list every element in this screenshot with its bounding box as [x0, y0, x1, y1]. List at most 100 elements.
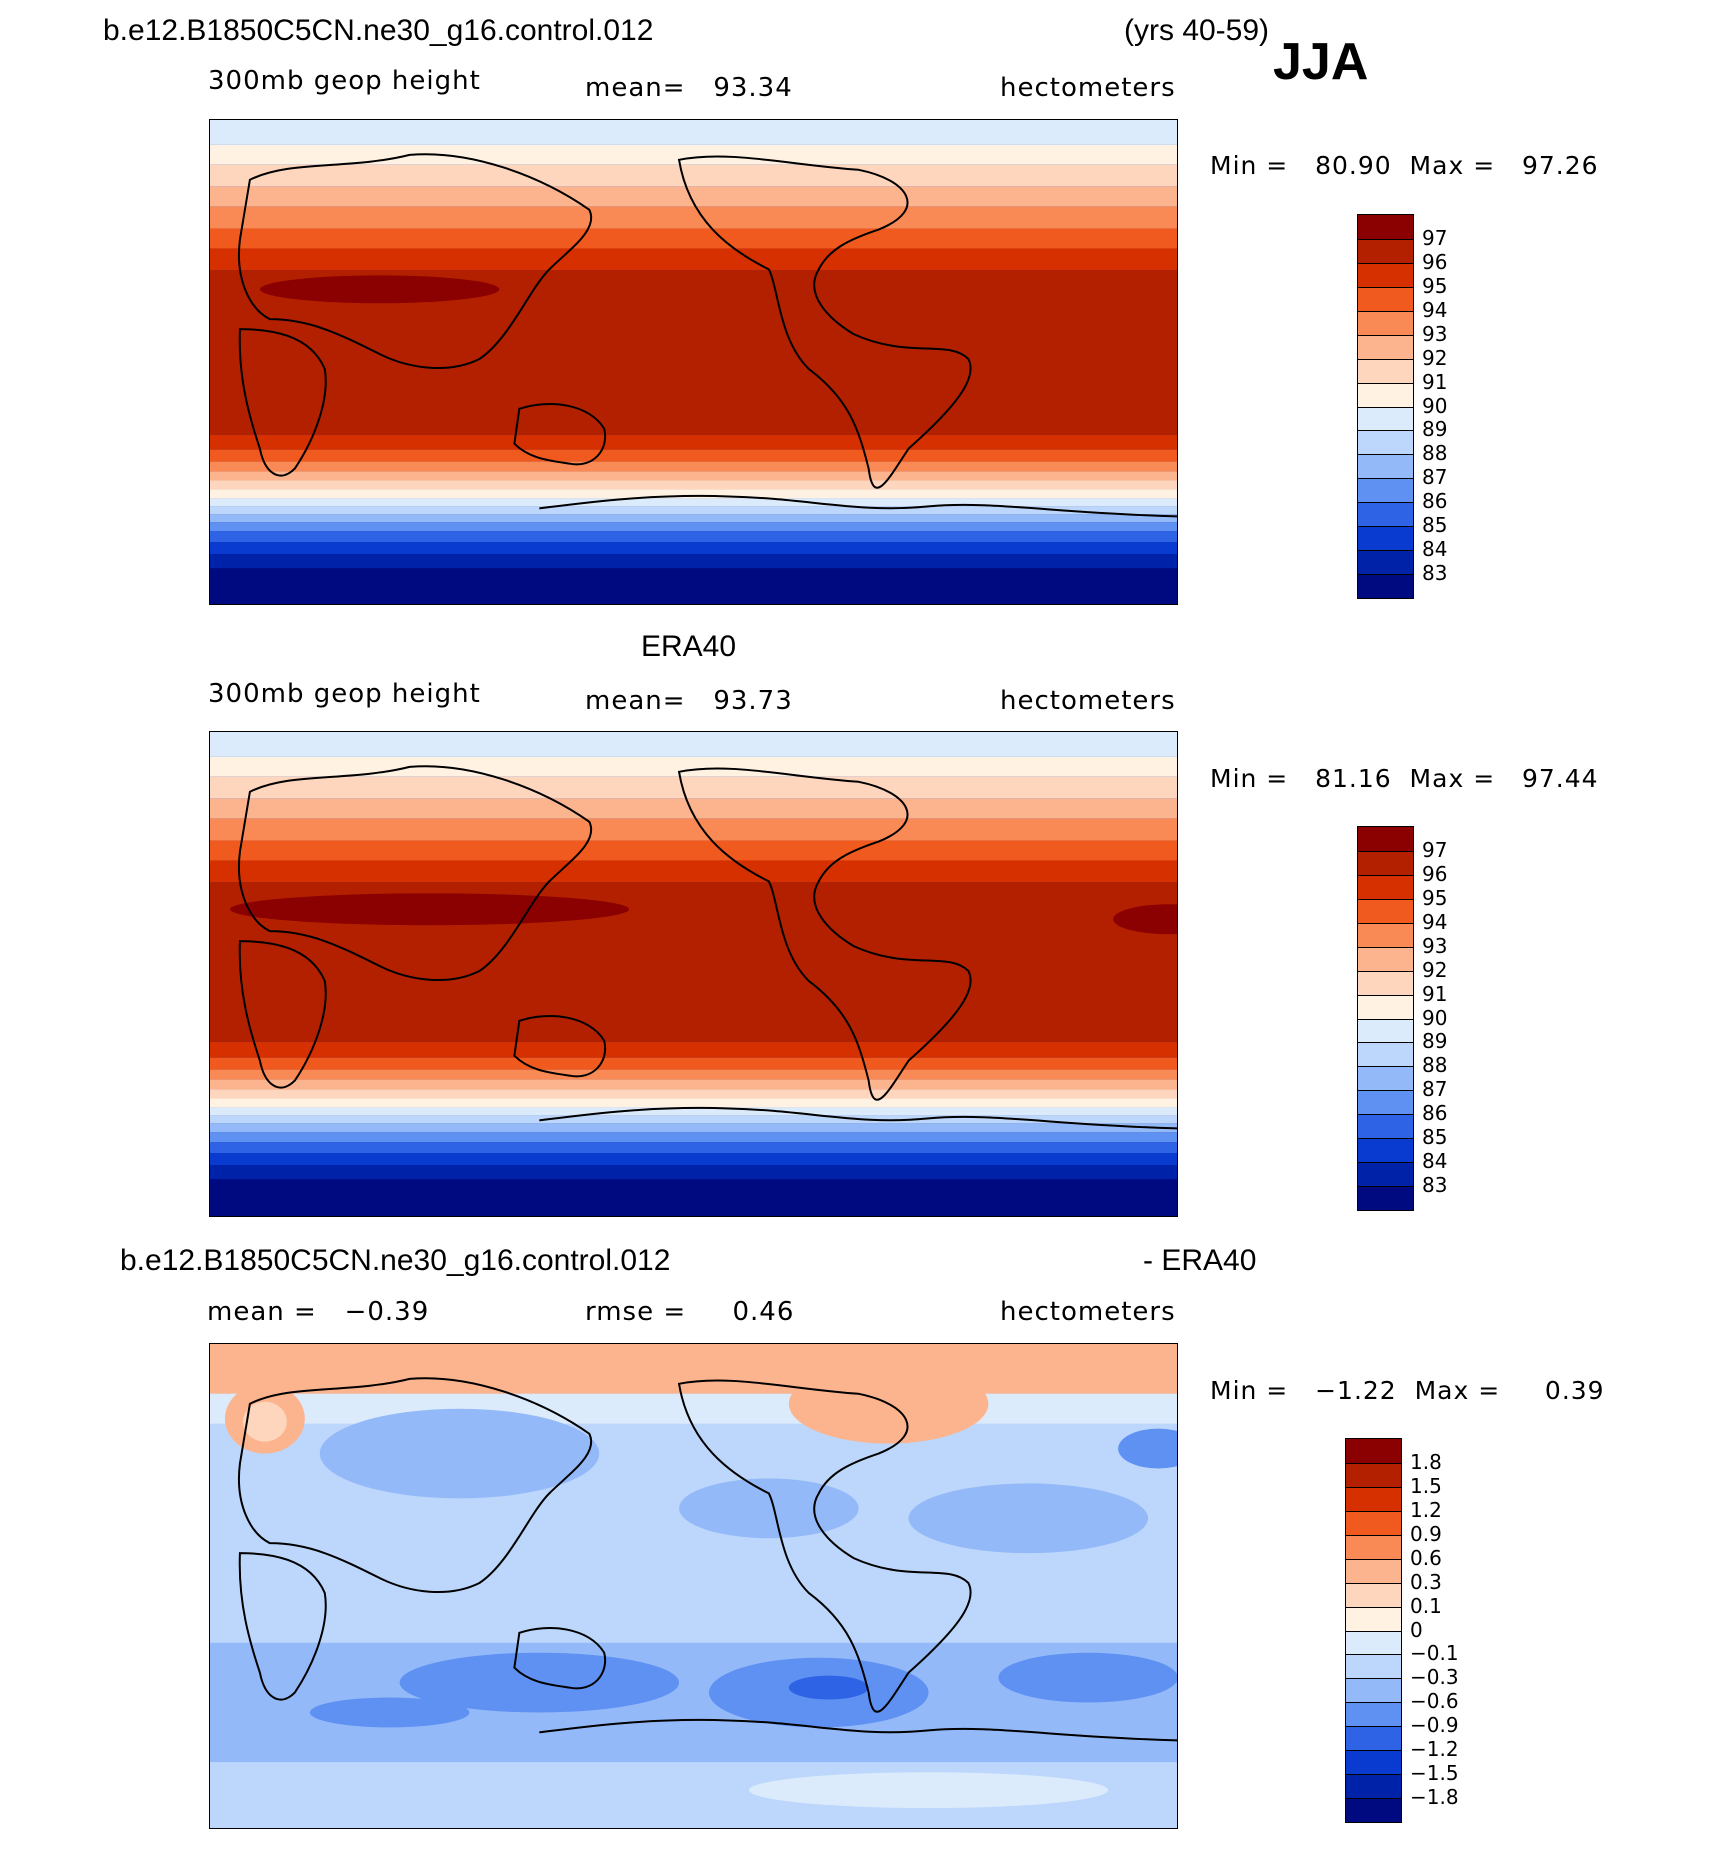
colorbar-swatch: [1346, 1534, 1401, 1559]
season-label: JJA: [1273, 33, 1369, 91]
colorbar-label: −0.9: [1410, 1713, 1459, 1738]
colorbar-label: 92: [1422, 345, 1448, 370]
colorbar-swatch: [1358, 1066, 1413, 1091]
colorbar-label: 84: [1422, 1149, 1448, 1174]
panel3-rmse: rmse = 0.46: [585, 1297, 795, 1327]
colorbar-label: 96: [1422, 861, 1448, 886]
colorbar-label: −0.3: [1410, 1665, 1459, 1690]
colorbar-swatch: [1358, 1018, 1413, 1043]
colorbar-swatch: [1358, 238, 1413, 263]
colorbar-swatch: [1358, 970, 1413, 995]
case-name: b.e12.B1850C5CN.ne30_g16.control.012: [103, 14, 654, 47]
panel1-variable: 300mb geop height: [208, 66, 481, 96]
panel2-title: ERA40: [641, 630, 737, 663]
colorbar-swatch: [1358, 215, 1413, 239]
colorbar-swatch: [1346, 1510, 1401, 1535]
colorbar-label: 91: [1422, 369, 1448, 394]
colorbar-swatch: [1346, 1439, 1401, 1463]
colorbar-swatch: [1346, 1774, 1401, 1799]
colorbar-swatch: [1358, 827, 1413, 851]
colorbar-label: −0.1: [1410, 1641, 1459, 1666]
colorbar-swatch: [1358, 478, 1413, 503]
colorbar-label: 89: [1422, 1029, 1448, 1054]
colorbar-swatch: [1346, 1702, 1401, 1727]
panel3-minmax: Min = −1.22 Max = 0.39: [1210, 1376, 1605, 1405]
panel2-field: [210, 732, 1177, 1216]
colorbar-swatch: [1358, 406, 1413, 431]
colorbar-swatch: [1358, 898, 1413, 923]
panel1-field: [210, 120, 1177, 604]
colorbar-swatch: [1346, 1486, 1401, 1511]
colorbar-swatch: [1346, 1726, 1401, 1751]
panel2-colorbar: [1357, 826, 1414, 1211]
colorbar-label: 92: [1422, 957, 1448, 982]
colorbar-swatch: [1358, 262, 1413, 287]
panel2-mean: mean= 93.73: [585, 686, 793, 716]
colorbar-label: 94: [1422, 909, 1448, 934]
panel1-minmax: Min = 80.90 Max = 97.26: [1210, 151, 1599, 180]
panel2-minmax: Min = 81.16 Max = 97.44: [1210, 764, 1599, 793]
panel3-field: [210, 1344, 1177, 1828]
colorbar-label: 85: [1422, 513, 1448, 538]
colorbar-label: −1.5: [1410, 1761, 1459, 1786]
colorbar-swatch: [1346, 1750, 1401, 1775]
colorbar-swatch: [1358, 1114, 1413, 1139]
colorbar-label: 1.2: [1410, 1497, 1442, 1522]
panel1-map: [209, 119, 1178, 605]
panel3-mean: mean = −0.39: [207, 1297, 430, 1327]
colorbar-swatch: [1346, 1678, 1401, 1703]
colorbar-label: 97: [1422, 837, 1448, 862]
colorbar-label: 93: [1422, 933, 1448, 958]
panel1-units: hectometers: [1000, 73, 1176, 103]
colorbar-label: 0.3: [1410, 1569, 1442, 1594]
colorbar-label: 1.8: [1410, 1449, 1442, 1474]
colorbar-swatch: [1358, 1042, 1413, 1067]
colorbar-label: 85: [1422, 1125, 1448, 1150]
colorbar-swatch: [1358, 526, 1413, 551]
colorbar-swatch: [1358, 358, 1413, 383]
colorbar-swatch: [1358, 574, 1413, 598]
colorbar-swatch: [1346, 1654, 1401, 1679]
colorbar-label: −1.2: [1410, 1737, 1459, 1762]
colorbar-swatch: [1358, 922, 1413, 947]
colorbar-label: 87: [1422, 465, 1448, 490]
colorbar-swatch: [1358, 874, 1413, 899]
colorbar-label: 86: [1422, 489, 1448, 514]
colorbar-swatch: [1358, 502, 1413, 527]
colorbar-label: 90: [1422, 393, 1448, 418]
colorbar-label: 90: [1422, 1005, 1448, 1030]
colorbar-swatch: [1358, 310, 1413, 335]
colorbar-label: 83: [1422, 1173, 1448, 1198]
panel2-map: [209, 731, 1178, 1217]
colorbar-label: 84: [1422, 537, 1448, 562]
panel3-title-right: - ERA40: [1143, 1244, 1257, 1277]
panel3-map: [209, 1343, 1178, 1829]
colorbar-label: 93: [1422, 321, 1448, 346]
colorbar-swatch: [1346, 1630, 1401, 1655]
colorbar-label: 0: [1410, 1617, 1423, 1642]
colorbar-swatch: [1346, 1606, 1401, 1631]
colorbar-label: 88: [1422, 1053, 1448, 1078]
colorbar-swatch: [1358, 286, 1413, 311]
colorbar-swatch: [1358, 430, 1413, 455]
panel3-units: hectometers: [1000, 1297, 1176, 1327]
colorbar-label: 83: [1422, 561, 1448, 586]
panel2-units: hectometers: [1000, 686, 1176, 716]
colorbar-swatch: [1358, 994, 1413, 1019]
colorbar-label: 91: [1422, 981, 1448, 1006]
colorbar-label: 97: [1422, 225, 1448, 250]
colorbar-label: 86: [1422, 1101, 1448, 1126]
panel1-colorbar: [1357, 214, 1414, 599]
colorbar-label: 1.5: [1410, 1473, 1442, 1498]
colorbar-swatch: [1358, 946, 1413, 971]
colorbar-label: −0.6: [1410, 1689, 1459, 1714]
colorbar-swatch: [1358, 382, 1413, 407]
panel3-title: b.e12.B1850C5CN.ne30_g16.control.012: [120, 1244, 671, 1277]
colorbar-swatch: [1358, 1090, 1413, 1115]
colorbar-label: 0.6: [1410, 1545, 1442, 1570]
colorbar-label: 0.1: [1410, 1593, 1442, 1618]
panel1-mean: mean= 93.34: [585, 73, 793, 103]
colorbar-label: 95: [1422, 885, 1448, 910]
colorbar-swatch: [1346, 1558, 1401, 1583]
colorbar-label: 94: [1422, 297, 1448, 322]
